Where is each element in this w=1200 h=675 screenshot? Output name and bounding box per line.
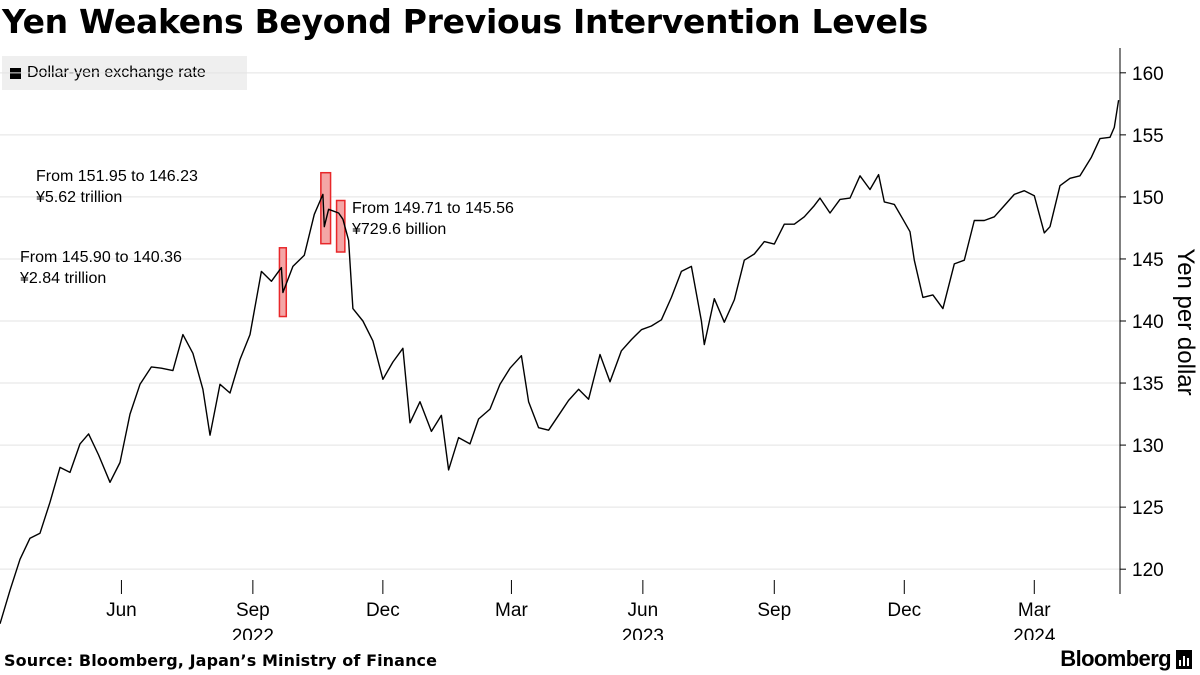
bloomberg-logo-icon xyxy=(1176,649,1192,669)
annotation-range: From 151.95 to 146.23 xyxy=(36,168,198,185)
source-note: Source: Bloomberg, Japan’s Ministry of F… xyxy=(4,651,438,670)
x-tick-label: Sep xyxy=(236,600,270,621)
x-tick-label: Mar xyxy=(495,600,528,621)
annotation-range: From 149.71 to 145.56 xyxy=(352,200,514,217)
y-tick-label: 145 xyxy=(1132,250,1164,271)
annotation-range: From 145.90 to 140.36 xyxy=(20,249,182,266)
y-tick-label: 155 xyxy=(1132,126,1164,147)
y-tick-label: 160 xyxy=(1132,64,1164,85)
y-tick-label: 150 xyxy=(1132,188,1164,209)
x-year-label: 2022 xyxy=(232,626,274,640)
x-tick-label: Sep xyxy=(757,600,791,621)
y-tick-label: 125 xyxy=(1132,498,1164,519)
x-tick-label: Jun xyxy=(106,600,137,621)
intervention-marker xyxy=(335,199,346,253)
annotation-amount: ¥2.84 trillion xyxy=(19,270,106,287)
x-tick-label: Dec xyxy=(887,600,921,621)
series-line-dollar-yen xyxy=(0,99,1120,625)
x-year-label: 2023 xyxy=(622,626,664,640)
y-tick-label: 135 xyxy=(1132,374,1164,395)
x-tick-label: Mar xyxy=(1018,600,1051,621)
annotation-amount: ¥729.6 billion xyxy=(351,221,446,238)
y-axis-title: Yen per dollar xyxy=(1172,248,1199,395)
y-tick-label: 120 xyxy=(1132,560,1164,581)
annotation-amount: ¥5.62 trillion xyxy=(35,189,122,206)
intervention-marker xyxy=(320,171,332,245)
brand-name: Bloomberg xyxy=(1060,646,1171,671)
chart-area: 120 125 130 135 140 145 150 155 160 Yen per dolla… xyxy=(0,48,1199,640)
x-tick-label: Jun xyxy=(628,600,659,621)
y-tick-label: 130 xyxy=(1132,436,1164,457)
x-year-label: 2024 xyxy=(1013,626,1056,640)
y-tick-label: 140 xyxy=(1132,312,1164,333)
x-tick-label: Dec xyxy=(366,600,400,621)
chart-title: Yen Weakens Beyond Previous Intervention… xyxy=(2,2,928,41)
brand: Bloomberg xyxy=(1060,646,1192,672)
